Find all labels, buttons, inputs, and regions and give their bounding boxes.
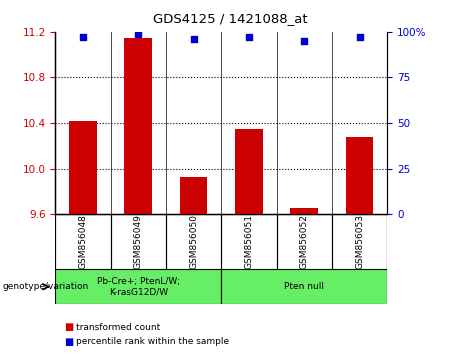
- Text: Pten null: Pten null: [284, 282, 324, 291]
- Text: percentile rank within the sample: percentile rank within the sample: [76, 337, 229, 346]
- Text: transformed count: transformed count: [76, 323, 160, 332]
- Text: GSM856049: GSM856049: [134, 214, 143, 269]
- Text: GSM856048: GSM856048: [78, 214, 88, 269]
- Point: [135, 31, 142, 36]
- Text: genotype/variation: genotype/variation: [2, 282, 89, 291]
- Point: [245, 34, 253, 40]
- Point: [190, 36, 197, 42]
- Point: [356, 34, 363, 40]
- Text: GSM856050: GSM856050: [189, 214, 198, 269]
- Point: [79, 34, 87, 40]
- Text: Pb-Cre+; PtenL/W;
K-rasG12D/W: Pb-Cre+; PtenL/W; K-rasG12D/W: [97, 277, 180, 296]
- Text: GSM856053: GSM856053: [355, 214, 364, 269]
- Text: GSM856051: GSM856051: [244, 214, 254, 269]
- Text: ■: ■: [65, 322, 74, 332]
- Bar: [235, 129, 263, 214]
- Bar: [290, 209, 318, 214]
- Point: [301, 38, 308, 44]
- Text: GSM856052: GSM856052: [300, 214, 309, 269]
- Bar: [69, 121, 97, 214]
- Bar: [180, 177, 207, 214]
- Text: ■: ■: [65, 337, 74, 347]
- Bar: [221, 269, 387, 304]
- Bar: [55, 269, 221, 304]
- Bar: [124, 38, 152, 214]
- Text: GDS4125 / 1421088_at: GDS4125 / 1421088_at: [153, 12, 308, 25]
- Bar: [346, 137, 373, 214]
